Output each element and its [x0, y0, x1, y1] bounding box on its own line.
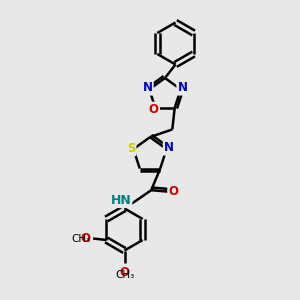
Text: S: S — [127, 142, 135, 155]
Text: HN: HN — [110, 194, 131, 207]
Text: O: O — [81, 232, 91, 245]
Text: CH₃: CH₃ — [115, 270, 134, 280]
Text: O: O — [119, 266, 130, 278]
Text: O: O — [149, 103, 159, 116]
Text: N: N — [178, 81, 188, 94]
Text: N: N — [164, 141, 174, 154]
Text: N: N — [142, 81, 152, 94]
Text: O: O — [168, 185, 178, 198]
Text: CH₃: CH₃ — [71, 233, 91, 244]
